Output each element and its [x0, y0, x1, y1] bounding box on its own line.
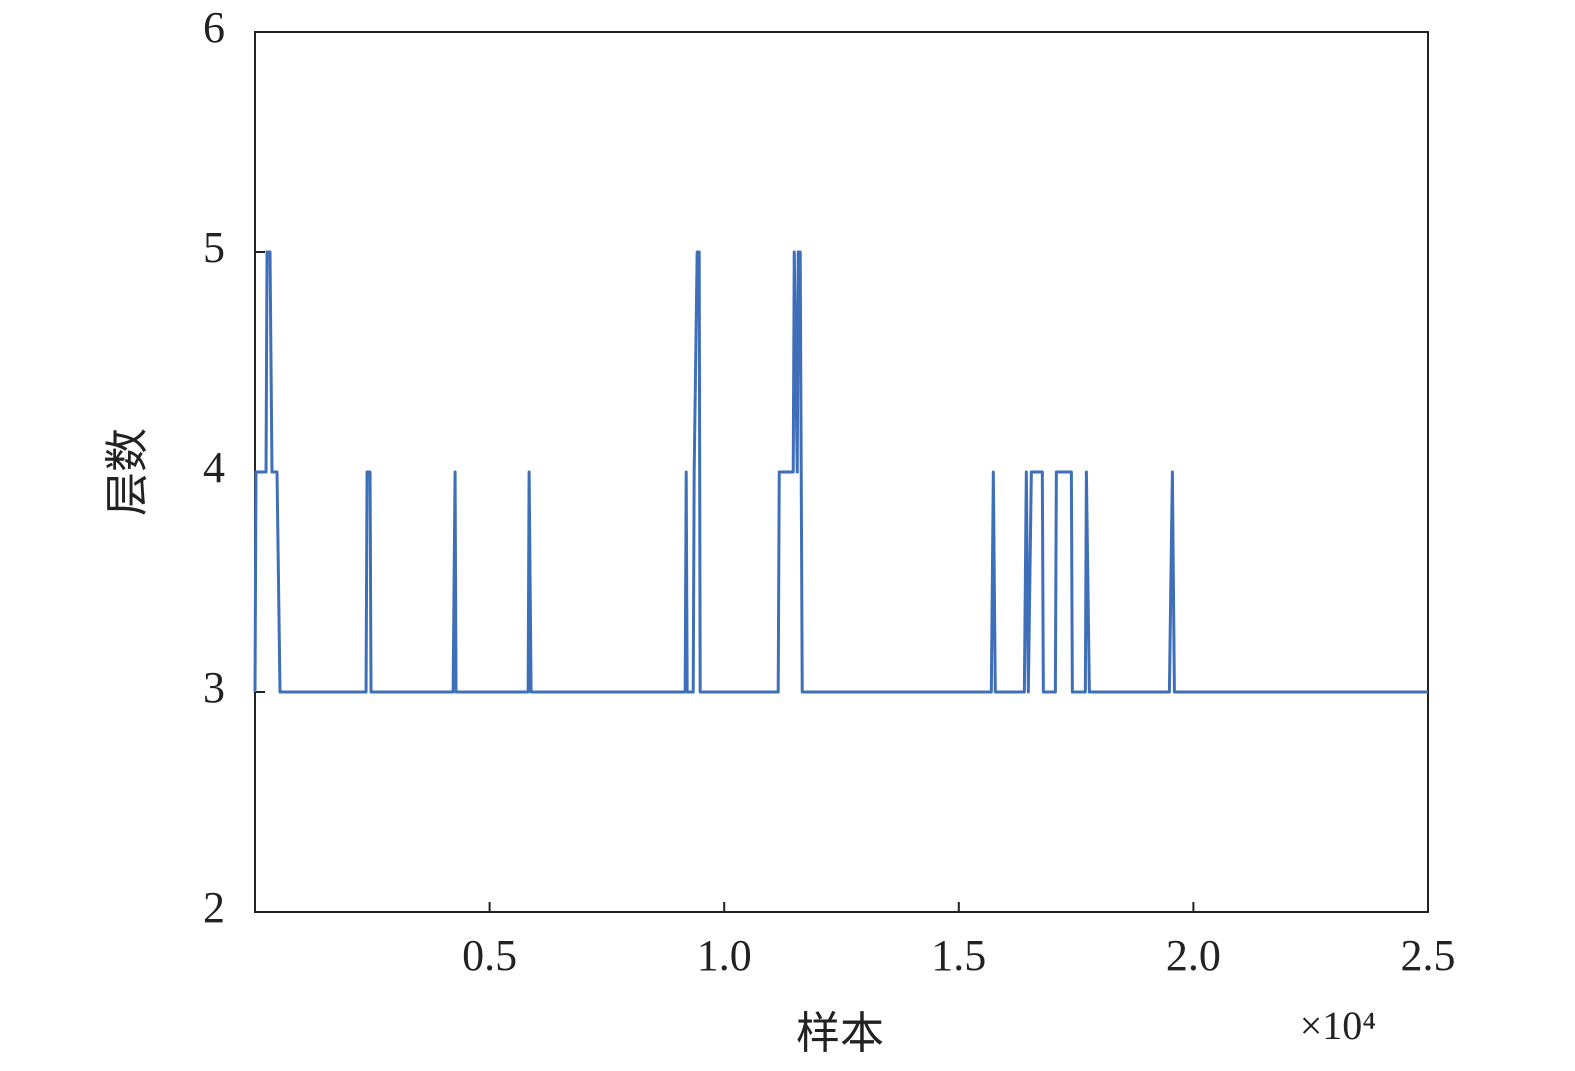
- y-tick-label: 3: [203, 663, 225, 712]
- x-tick-label: 1.0: [697, 931, 752, 980]
- y-tick-label: 5: [203, 223, 225, 272]
- y-tick-label: 6: [203, 3, 225, 52]
- plot-frame: [254, 31, 1429, 913]
- data-line: [253, 250, 1428, 694]
- x-tick-label: 2.5: [1401, 931, 1456, 980]
- y-tick-label: 4: [203, 443, 225, 492]
- y-axis-label: 层数: [103, 428, 152, 516]
- x-multiplier: ×10⁴: [1300, 1003, 1377, 1048]
- x-tick-label: 2.0: [1166, 931, 1221, 980]
- y-tick-label: 2: [203, 883, 225, 932]
- x-tick-label: 0.5: [462, 931, 517, 980]
- x-axis-label: 样本: [796, 1009, 884, 1058]
- x-tick-label: 1.5: [931, 931, 986, 980]
